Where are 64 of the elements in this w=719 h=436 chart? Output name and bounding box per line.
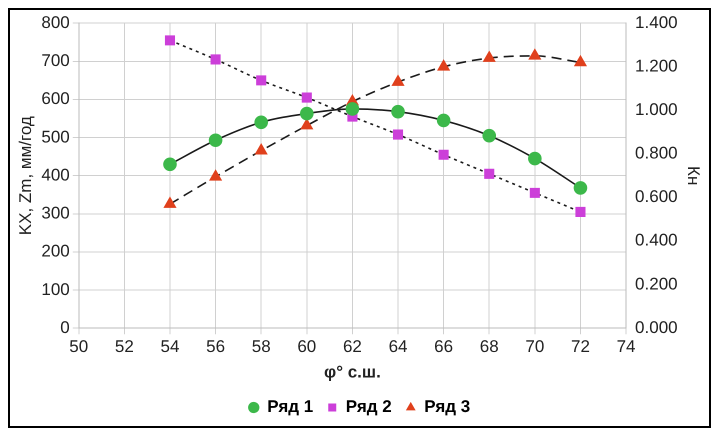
point xyxy=(163,157,177,172)
y-tick-label: 200 xyxy=(41,242,70,261)
point xyxy=(164,35,176,46)
y-axis-title: KX, Zm, мм/год xyxy=(16,116,35,236)
y2-tick-label: 1.200 xyxy=(635,56,678,76)
y2-tick-label: 1.400 xyxy=(635,12,678,32)
point xyxy=(484,168,494,179)
point xyxy=(528,152,542,166)
legend-label: Ряд 2 xyxy=(346,397,392,416)
y-tick-label: 400 xyxy=(41,165,70,184)
y-tick-label: 700 xyxy=(41,51,70,70)
point xyxy=(575,206,586,217)
y-tick-label: 600 xyxy=(41,89,70,108)
y-tick-label: 100 xyxy=(41,280,70,299)
point xyxy=(528,49,541,60)
point xyxy=(392,75,404,86)
legend-label: Ряд 1 xyxy=(267,397,314,416)
y-tick-label: 0 xyxy=(60,318,70,337)
y2-tick-label: 0.200 xyxy=(635,274,678,294)
y2-tick-label: 1.000 xyxy=(635,100,678,120)
point xyxy=(256,75,266,86)
point xyxy=(300,106,314,120)
x-tick-label: 64 xyxy=(388,337,408,356)
y-tick-label: 800 xyxy=(41,12,70,32)
y2-tick-label: 0.600 xyxy=(635,187,678,206)
y2-axis-title: Кн xyxy=(684,166,704,186)
point xyxy=(483,51,496,62)
point xyxy=(210,54,221,64)
x-tick-label: 60 xyxy=(297,337,316,356)
x-tick-label: 68 xyxy=(480,337,499,356)
legend-label: Ряд 3 xyxy=(424,397,470,416)
y-tick-label: 300 xyxy=(41,204,70,223)
point xyxy=(302,92,312,103)
y2-tick-label: 0.800 xyxy=(635,144,678,163)
point xyxy=(210,170,222,181)
point xyxy=(438,150,449,160)
point xyxy=(574,181,588,195)
point xyxy=(482,128,496,142)
x-tick-label: 50 xyxy=(69,337,88,356)
y2-tick-label: 0.400 xyxy=(635,230,678,250)
point xyxy=(300,118,313,130)
point xyxy=(530,188,540,198)
x-tick-label: 66 xyxy=(434,337,454,356)
x-tick-label: 72 xyxy=(570,337,590,356)
x-tick-label: 58 xyxy=(252,337,271,356)
point xyxy=(164,197,176,208)
y2-tick-label: 0.000 xyxy=(635,318,678,337)
point xyxy=(436,114,450,128)
x-tick-label: 56 xyxy=(206,337,226,356)
point xyxy=(438,60,450,71)
x-tick-label: 54 xyxy=(160,337,180,356)
x-tick-label: 52 xyxy=(114,337,134,356)
point xyxy=(574,56,586,66)
x-tick-label: 74 xyxy=(616,337,636,356)
point xyxy=(208,133,222,148)
y-tick-label: 500 xyxy=(41,127,70,146)
point xyxy=(391,104,405,118)
point xyxy=(392,129,404,140)
x-axis-title: φ° с.ш. xyxy=(324,362,381,382)
point xyxy=(346,102,360,116)
x-tick-label: 70 xyxy=(525,337,544,356)
x-tick-label: 62 xyxy=(342,337,362,356)
point xyxy=(255,144,268,154)
point xyxy=(254,116,268,130)
